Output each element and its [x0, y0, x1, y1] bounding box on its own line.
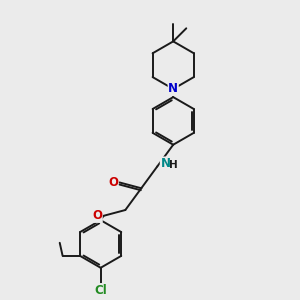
Text: N: N	[168, 82, 178, 95]
Text: Cl: Cl	[94, 284, 107, 297]
Text: H: H	[169, 160, 178, 170]
Text: N: N	[160, 157, 170, 170]
Text: O: O	[92, 209, 102, 222]
Text: O: O	[108, 176, 118, 189]
